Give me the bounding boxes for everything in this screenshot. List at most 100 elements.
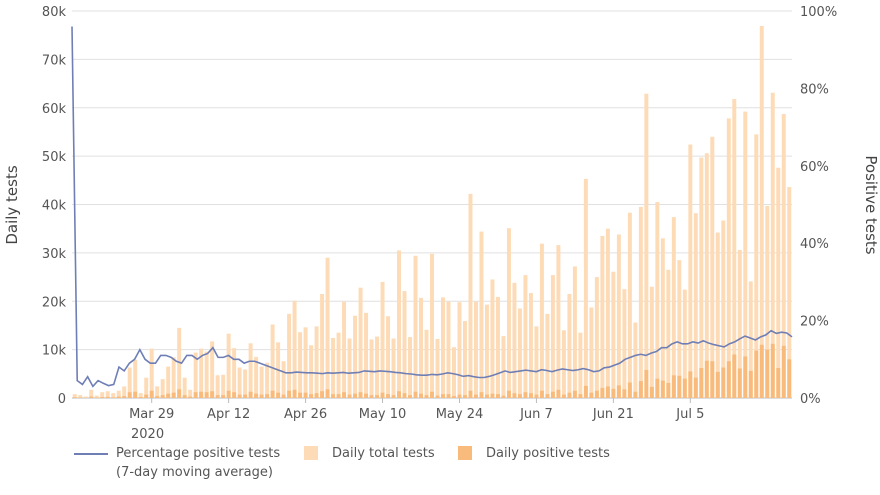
total-tests-bar [490, 279, 495, 398]
total-tests-bar [303, 327, 308, 398]
positive-tests-bar [199, 391, 204, 398]
total-tests-bar [232, 348, 237, 398]
total-tests-bar [292, 300, 297, 398]
positive-tests-bar [754, 350, 759, 398]
positive-tests-bar [572, 390, 577, 398]
total-tests-bar [353, 315, 358, 398]
total-tests-bar [100, 392, 105, 398]
total-tests-bar [331, 338, 336, 398]
right-tick-label: 100% [800, 5, 837, 20]
positive-tests-bar [133, 391, 138, 398]
positive-tests-bar [776, 368, 781, 398]
positive-tests-bar [347, 394, 352, 398]
positive-tests-bar [336, 394, 341, 398]
positive-tests-bar [204, 392, 209, 398]
left-tick-label: 70k [42, 53, 67, 68]
positive-tests-bar [298, 392, 303, 398]
total-tests-bar [787, 187, 792, 398]
right-axis-title: Positive tests [862, 155, 880, 254]
total-tests-bar [611, 271, 616, 398]
positive-tests-bar [561, 394, 566, 398]
total-tests-bar [506, 228, 511, 398]
positive-tests-bar [671, 375, 676, 398]
total-tests-bar [721, 220, 726, 398]
positive-tests-bar [155, 396, 160, 398]
positive-tests-bar [787, 359, 792, 398]
total-tests-bar [655, 202, 660, 398]
positive-tests-bar [605, 386, 610, 398]
total-tests-bar [94, 395, 99, 398]
positive-tests-bar [495, 394, 500, 398]
total-tests-bar [457, 302, 462, 398]
legend-label-rate: Percentage positive tests (7-day moving … [116, 446, 281, 480]
positive-tests-bar [721, 367, 726, 398]
left-tick-label: 30k [42, 247, 67, 262]
legend-item-rate[interactable]: Percentage positive tests (7-day moving … [74, 444, 280, 482]
positive-tests-bar [138, 397, 143, 398]
positive-tests-bar [314, 393, 319, 398]
total-tests-bar [342, 301, 347, 398]
total-tests-bar [770, 92, 775, 398]
positive-tests-bar [693, 377, 698, 398]
positive-tests-bar [221, 395, 226, 398]
total-tests-bar [452, 347, 456, 398]
right-tick-label: 60% [800, 160, 829, 175]
total-tests-bar [364, 312, 369, 398]
total-tests-bar [419, 297, 423, 398]
legend-item-total[interactable]: Daily total tests [304, 444, 435, 463]
total-tests-bar [215, 375, 220, 398]
total-tests-bar [528, 293, 533, 398]
positive-tests-bar [704, 360, 709, 398]
positive-tests-bar [781, 345, 786, 398]
positive-tests-bar [331, 394, 336, 398]
positive-tests-bar [528, 393, 533, 398]
total-tests-bar [523, 275, 528, 398]
total-tests-bar [122, 386, 127, 398]
positive-tests-bar [116, 396, 121, 398]
total-tests-bar [446, 301, 451, 398]
positive-tests-bar [309, 394, 314, 398]
positive-tests-bar [644, 369, 649, 398]
positive-tests-bar [743, 356, 748, 398]
total-tests-bar [309, 345, 314, 398]
right-tick-label: 20% [800, 315, 829, 330]
positive-tests-bar [391, 395, 396, 398]
positive-tests-bar [72, 397, 77, 398]
total-tests-bar [226, 333, 231, 398]
positive-tests-bar [287, 390, 292, 398]
left-tick-label: 40k [42, 199, 67, 214]
right-axis-ticks: 0% 20% 40% 60% 80% 100% [800, 5, 837, 407]
total-tests-bar [704, 153, 709, 398]
total-tests-bar [539, 243, 544, 398]
left-tick-label: 0 [58, 392, 66, 407]
positive-tests-bar [759, 344, 764, 398]
legend-label-total: Daily total tests [332, 446, 435, 461]
total-tests-bar [726, 118, 731, 398]
left-tick-label: 80k [42, 5, 67, 20]
positive-tests-bar [550, 391, 555, 398]
x-tick-label: Jun 21 [592, 407, 634, 422]
positive-tests-bar [468, 390, 473, 398]
positive-tests-bar [177, 389, 182, 398]
total-tests-bar [671, 217, 676, 398]
positive-tests-bar [248, 391, 253, 398]
total-tests-bar [188, 389, 193, 398]
x-tick-label: Jun 7 [519, 407, 553, 422]
positive-tests-bar [413, 391, 418, 398]
positive-tests-bar [512, 393, 517, 398]
total-tests-bar [561, 330, 566, 398]
total-tests-bar [155, 386, 160, 398]
total-tests-bar [72, 394, 77, 398]
x-tick-label: Jul 5 [675, 407, 704, 422]
total-tests-bar [144, 377, 149, 398]
positive-tests-bar [276, 392, 281, 398]
legend-item-positive[interactable]: Daily positive tests [458, 444, 610, 463]
positive-tests-bar [358, 392, 363, 398]
gridlines [72, 10, 792, 399]
x-axis-ticks: Mar 29 Apr 12 Apr 26 May 10 May 24 Jun 7 Jun 2… [129, 398, 704, 422]
positive-tests-bar [589, 392, 594, 398]
positive-tests-bar [259, 394, 264, 398]
positive-tests-bar [699, 368, 704, 398]
positive-tests-bar [600, 387, 605, 398]
positive-tests-bar [171, 392, 176, 398]
